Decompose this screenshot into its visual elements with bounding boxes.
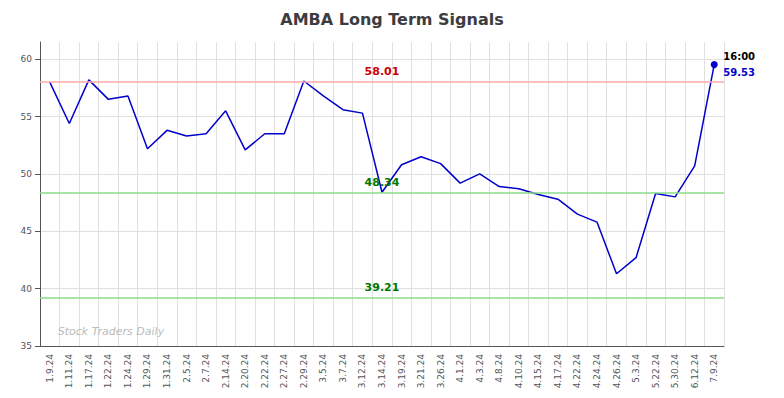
- svg-text:4.10.24: 4.10.24: [514, 354, 524, 389]
- svg-text:5.22.24: 5.22.24: [651, 354, 661, 389]
- svg-text:3.26.24: 3.26.24: [436, 354, 446, 389]
- svg-text:16:00: 16:00: [723, 51, 755, 62]
- svg-text:4.1.24: 4.1.24: [455, 354, 465, 383]
- svg-text:2.22.24: 2.22.24: [260, 354, 270, 389]
- svg-text:4.3.24: 4.3.24: [475, 354, 485, 383]
- svg-text:5.30.24: 5.30.24: [670, 354, 680, 389]
- svg-text:3.5.24: 3.5.24: [318, 354, 328, 383]
- svg-text:2.27.24: 2.27.24: [279, 354, 289, 389]
- svg-text:2.29.24: 2.29.24: [299, 354, 309, 389]
- svg-text:1.24.24: 1.24.24: [123, 354, 133, 389]
- svg-text:Stock Traders Daily: Stock Traders Daily: [58, 325, 165, 338]
- svg-text:3.12.24: 3.12.24: [357, 354, 367, 389]
- svg-text:45: 45: [21, 226, 32, 236]
- svg-text:2.7.24: 2.7.24: [201, 354, 211, 383]
- svg-text:35: 35: [21, 341, 32, 351]
- svg-text:1.29.24: 1.29.24: [142, 354, 152, 389]
- svg-text:6.12.24: 6.12.24: [690, 354, 700, 389]
- svg-text:7.9.24: 7.9.24: [709, 354, 719, 383]
- svg-text:50: 50: [21, 169, 33, 179]
- svg-text:5.3.24: 5.3.24: [631, 354, 641, 383]
- svg-text:48.34: 48.34: [365, 176, 400, 189]
- svg-text:2.5.24: 2.5.24: [182, 354, 192, 383]
- svg-text:1.22.24: 1.22.24: [103, 354, 113, 389]
- svg-text:4.17.24: 4.17.24: [553, 354, 563, 389]
- svg-text:1.11.24: 1.11.24: [64, 354, 74, 389]
- svg-text:4.22.24: 4.22.24: [572, 354, 582, 389]
- svg-text:2.20.24: 2.20.24: [240, 354, 250, 389]
- svg-text:1.31.24: 1.31.24: [162, 354, 172, 389]
- svg-text:1.17.24: 1.17.24: [84, 354, 94, 389]
- svg-text:3.19.24: 3.19.24: [397, 354, 407, 389]
- svg-text:39.21: 39.21: [365, 281, 400, 294]
- svg-text:60: 60: [21, 54, 33, 64]
- svg-text:3.14.24: 3.14.24: [377, 354, 387, 389]
- svg-text:4.8.24: 4.8.24: [494, 354, 504, 383]
- svg-text:4.15.24: 4.15.24: [533, 354, 543, 389]
- svg-text:55: 55: [21, 112, 32, 122]
- svg-text:AMBA Long Term Signals: AMBA Long Term Signals: [280, 10, 503, 29]
- svg-text:4.24.24: 4.24.24: [592, 354, 602, 389]
- svg-text:1.9.24: 1.9.24: [45, 354, 55, 383]
- svg-text:3.21.24: 3.21.24: [416, 354, 426, 389]
- svg-text:3.7.24: 3.7.24: [338, 354, 348, 383]
- svg-text:58.01: 58.01: [365, 65, 400, 78]
- svg-text:2.14.24: 2.14.24: [221, 354, 231, 389]
- svg-text:40: 40: [21, 284, 33, 294]
- svg-text:4.26.24: 4.26.24: [612, 354, 622, 389]
- svg-text:59.53: 59.53: [723, 67, 755, 78]
